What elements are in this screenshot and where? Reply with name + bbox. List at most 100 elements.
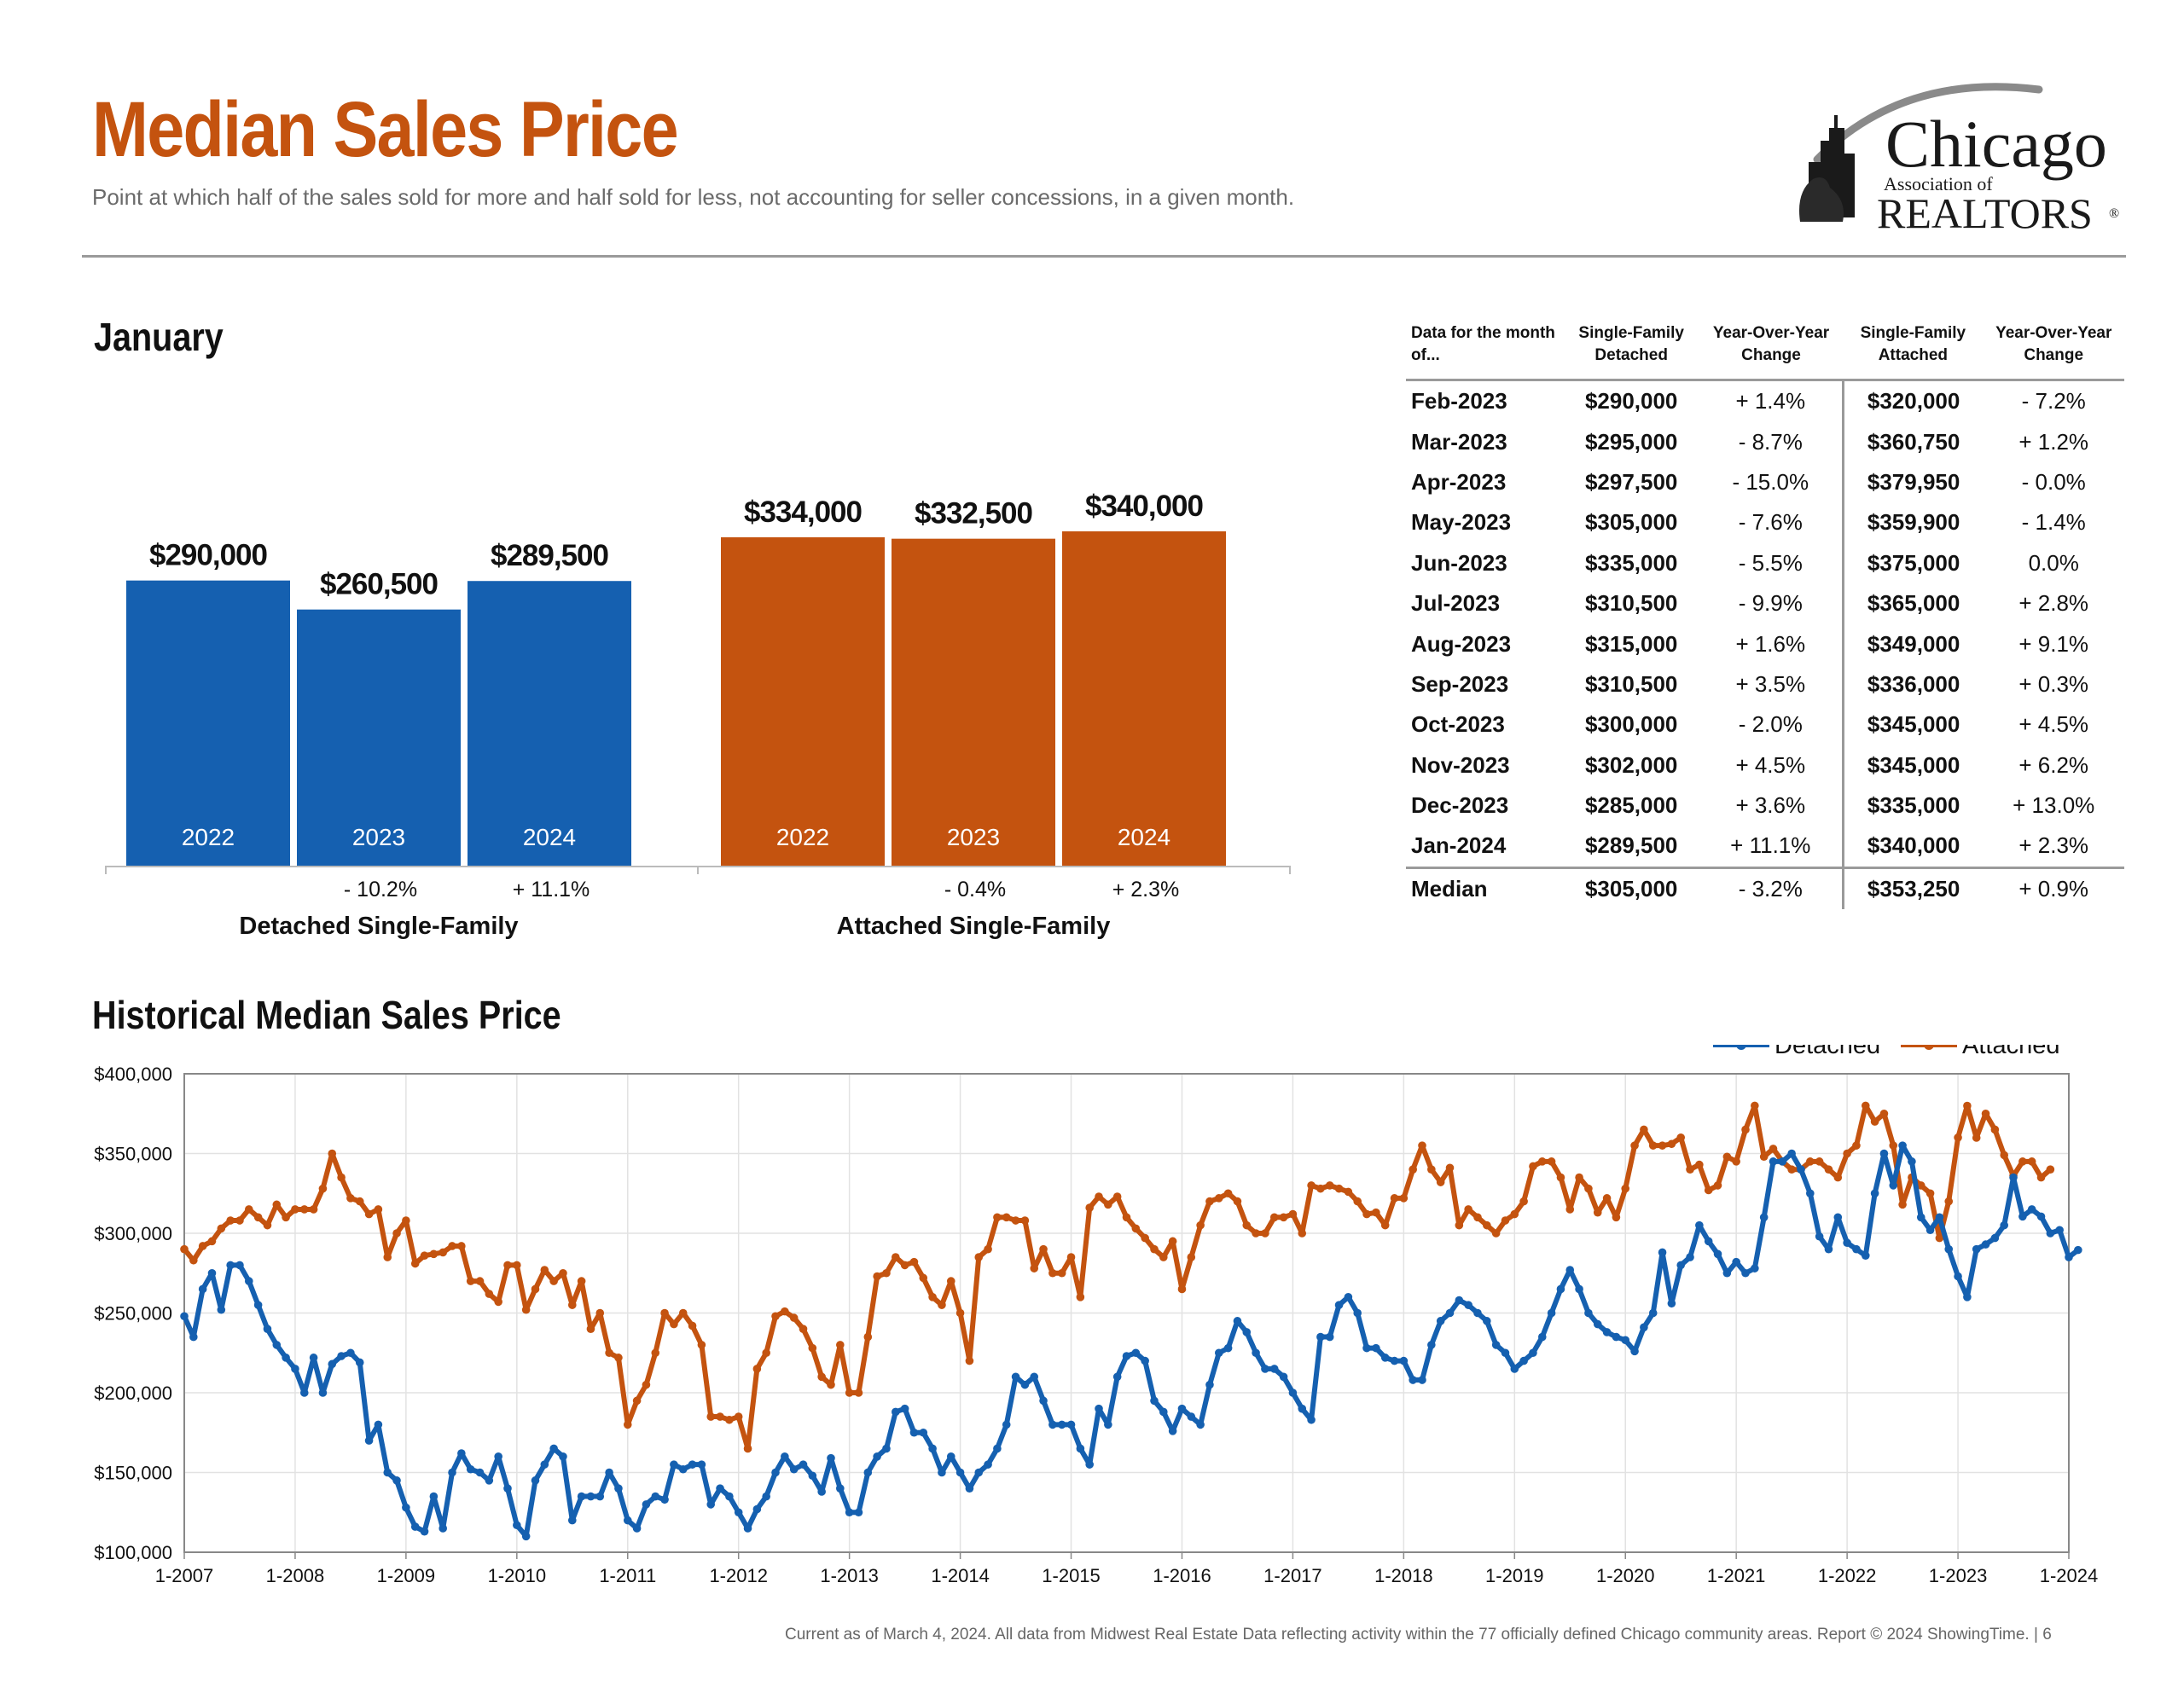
data-point <box>1122 1352 1131 1360</box>
logo-text-main: Chicago <box>1885 107 2107 181</box>
data-point <box>1640 1125 1648 1134</box>
data-point <box>781 1452 789 1461</box>
data-point <box>235 1216 244 1225</box>
data-point <box>1214 1348 1223 1358</box>
data-point <box>1095 1192 1103 1201</box>
data-point <box>1372 1208 1380 1217</box>
data-point <box>1944 1197 1954 1206</box>
cell-attached-yoy: + 2.8% <box>2018 590 2089 617</box>
x-tick-label: 1-2015 <box>1042 1565 1101 1586</box>
data-point <box>1473 1213 1482 1222</box>
data-point <box>1279 1372 1288 1382</box>
data-point <box>1741 1268 1750 1278</box>
y-tick-label: $350,000 <box>94 1144 172 1165</box>
data-point <box>2065 1253 2073 1261</box>
monthly-data-table: Data for the month of... Single-Family D… <box>1406 322 2124 910</box>
data-point <box>503 1261 512 1270</box>
data-point <box>965 1484 974 1493</box>
data-point <box>863 1468 873 1477</box>
data-point <box>1233 1197 1242 1206</box>
data-point <box>1713 1249 1722 1259</box>
cell-detached-yoy: + 11.1% <box>1699 826 1844 868</box>
data-point <box>1565 1266 1575 1274</box>
legend-label: Detached <box>1774 1045 1880 1059</box>
data-point <box>1556 1173 1565 1182</box>
data-point <box>1076 1293 1085 1301</box>
data-point <box>651 1348 660 1358</box>
bar-year-label: 2024 <box>523 824 576 850</box>
table-row: Aug-2023 $315,000 + 1.6% $349,000 + 9.1% <box>1406 623 2124 664</box>
cell-attached: $336,000 <box>1867 670 1960 697</box>
table-row: Feb-2023 $290,000 + 1.4% $320,000 - 7.2% <box>1406 380 2124 422</box>
data-point <box>1066 1420 1076 1429</box>
data-point <box>1963 1101 1972 1110</box>
data-point <box>1020 1380 1030 1389</box>
data-point <box>263 1220 272 1230</box>
data-point <box>1695 1220 1704 1230</box>
data-point <box>448 1242 456 1250</box>
data-point <box>1261 1365 1269 1373</box>
data-point <box>873 1452 881 1461</box>
data-point <box>1205 1197 1214 1206</box>
data-point <box>762 1348 770 1358</box>
data-point <box>1353 1308 1362 1318</box>
data-point <box>891 1253 900 1261</box>
data-point <box>457 1449 466 1458</box>
data-point <box>1261 1229 1269 1238</box>
data-point <box>817 1487 826 1496</box>
bar-value-label: $260,500 <box>320 568 439 601</box>
data-point <box>623 1420 632 1429</box>
data-point <box>595 1492 605 1501</box>
data-point <box>244 1205 253 1214</box>
data-point <box>919 1428 928 1437</box>
data-point <box>355 1358 364 1367</box>
table-row: Jun-2023 $335,000 - 5.5% $375,000 0.0% <box>1406 542 2124 583</box>
data-point <box>623 1516 632 1525</box>
cell-month: Median <box>1406 866 1564 910</box>
cell-detached-yoy: - 15.0% <box>1699 461 1844 503</box>
cell-detached: $302,000 <box>1584 751 1678 778</box>
data-point <box>1455 1220 1464 1230</box>
data-point <box>1112 1192 1122 1201</box>
data-point <box>567 1516 577 1525</box>
data-point <box>1269 1213 1279 1222</box>
data-point <box>1547 1157 1556 1166</box>
cell-attached: $353,250 <box>1843 866 1984 910</box>
data-point <box>253 1301 263 1309</box>
data-point <box>2036 1212 2046 1221</box>
data-point <box>956 1468 965 1477</box>
data-point <box>2009 1173 2018 1182</box>
data-point <box>900 1404 909 1413</box>
data-point <box>1815 1232 1824 1241</box>
data-point <box>1177 1284 1187 1294</box>
data-point <box>1334 1301 1344 1309</box>
data-point <box>1963 1293 1972 1301</box>
data-point <box>235 1261 244 1270</box>
x-tick-label: 1-2016 <box>1153 1565 1211 1586</box>
data-point <box>817 1372 826 1382</box>
cell-detached: $305,000 <box>1563 866 1699 910</box>
data-point <box>1916 1213 1926 1222</box>
y-tick-label: $250,000 <box>94 1303 172 1325</box>
data-point <box>1436 1178 1445 1186</box>
data-point <box>1002 1213 1011 1222</box>
data-point <box>660 1308 669 1318</box>
series-line-detached <box>182 1143 2080 1539</box>
data-point <box>1196 1220 1205 1230</box>
data-point <box>1223 1189 1233 1198</box>
data-point <box>383 1468 392 1477</box>
data-point <box>1362 1343 1371 1353</box>
data-point <box>799 1460 808 1469</box>
data-point <box>974 1468 984 1477</box>
data-point <box>1565 1205 1575 1214</box>
cell-month: Apr-2023 <box>1411 468 1507 495</box>
data-point <box>1464 1301 1472 1309</box>
data-point <box>364 1209 374 1219</box>
data-point <box>217 1224 226 1233</box>
data-point <box>909 1428 919 1437</box>
cell-detached: $315,000 <box>1584 630 1678 657</box>
data-point <box>1584 1184 1593 1193</box>
data-point <box>836 1341 845 1349</box>
data-point <box>1150 1396 1159 1406</box>
data-point <box>253 1213 263 1222</box>
